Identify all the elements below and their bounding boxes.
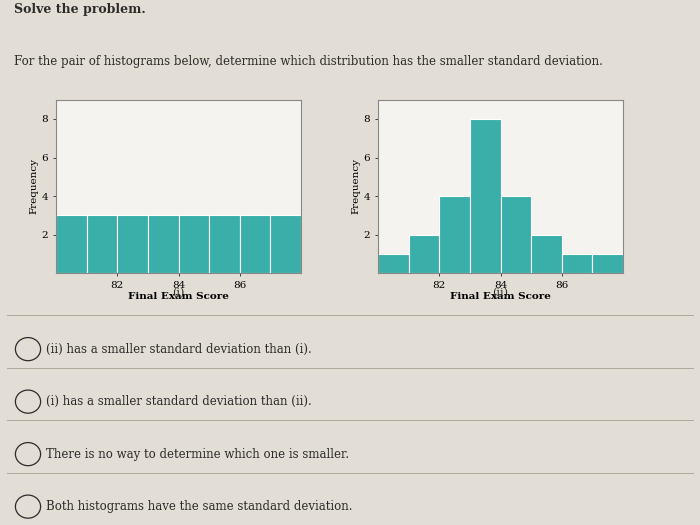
Text: For the pair of histograms below, determine which distribution has the smaller s: For the pair of histograms below, determ… [14, 55, 603, 68]
Text: (ii): (ii) [493, 288, 508, 299]
Bar [378, 254, 409, 273]
Bar [239, 215, 270, 273]
Bar [270, 215, 301, 273]
Bar [409, 235, 440, 273]
Text: There is no way to determine which one is smaller.: There is no way to determine which one i… [46, 448, 349, 460]
Bar [56, 215, 87, 273]
Bar [178, 215, 209, 273]
Bar [531, 235, 561, 273]
Bar [118, 215, 148, 273]
Text: Solve the problem.: Solve the problem. [14, 3, 146, 16]
Text: (i) has a smaller standard deviation than (ii).: (i) has a smaller standard deviation tha… [46, 395, 312, 408]
Y-axis label: Frequency: Frequency [30, 159, 39, 214]
X-axis label: Final Exam Score: Final Exam Score [128, 292, 229, 301]
Text: (i): (i) [172, 288, 185, 299]
Y-axis label: Frequency: Frequency [352, 159, 361, 214]
X-axis label: Final Exam Score: Final Exam Score [450, 292, 551, 301]
Bar [440, 196, 470, 273]
Bar [592, 254, 623, 273]
Text: Both histograms have the same standard deviation.: Both histograms have the same standard d… [46, 500, 353, 513]
Bar [470, 119, 500, 273]
Bar [209, 215, 239, 273]
Bar [87, 215, 118, 273]
Text: (ii) has a smaller standard deviation than (i).: (ii) has a smaller standard deviation th… [46, 343, 312, 355]
Bar [148, 215, 178, 273]
Bar [500, 196, 531, 273]
Bar [561, 254, 592, 273]
